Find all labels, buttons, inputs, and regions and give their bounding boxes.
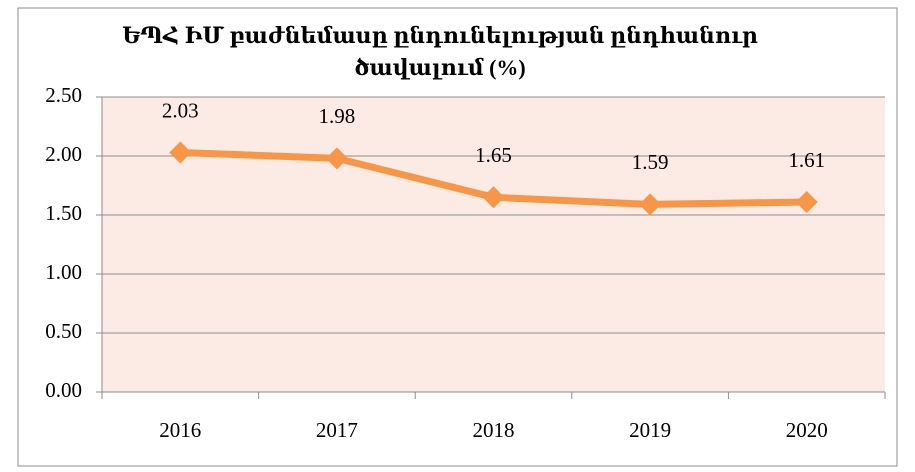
data-label: 1.59 bbox=[632, 150, 669, 174]
plot-area bbox=[102, 97, 885, 392]
y-tick-label: 1.50 bbox=[45, 201, 82, 225]
x-tick-label: 2020 bbox=[786, 418, 828, 442]
chart-title: ծավալում (%) bbox=[354, 55, 526, 80]
data-label: 1.61 bbox=[788, 148, 825, 172]
y-tick-label: 2.00 bbox=[45, 142, 82, 166]
x-tick-label: 2016 bbox=[159, 418, 201, 442]
x-tick-label: 2017 bbox=[316, 418, 358, 442]
y-tick-label: 2.50 bbox=[45, 83, 82, 107]
data-label: 1.65 bbox=[475, 143, 512, 167]
y-tick-label: 0.00 bbox=[45, 378, 82, 402]
marker bbox=[325, 147, 348, 170]
y-tick-label: 1.00 bbox=[45, 260, 82, 284]
data-label: 1.98 bbox=[319, 104, 356, 128]
x-tick-label: 2019 bbox=[629, 418, 671, 442]
y-tick-label: 0.50 bbox=[45, 319, 82, 343]
data-label: 2.03 bbox=[162, 98, 199, 122]
marker bbox=[639, 193, 662, 216]
marker bbox=[169, 141, 192, 164]
marker bbox=[482, 186, 505, 209]
marker bbox=[795, 191, 818, 214]
chart-title: ԵՊՀ ԻՄ բաժնեմասը ընդունելության ընդհանու… bbox=[122, 23, 758, 48]
x-tick-label: 2018 bbox=[473, 418, 515, 442]
